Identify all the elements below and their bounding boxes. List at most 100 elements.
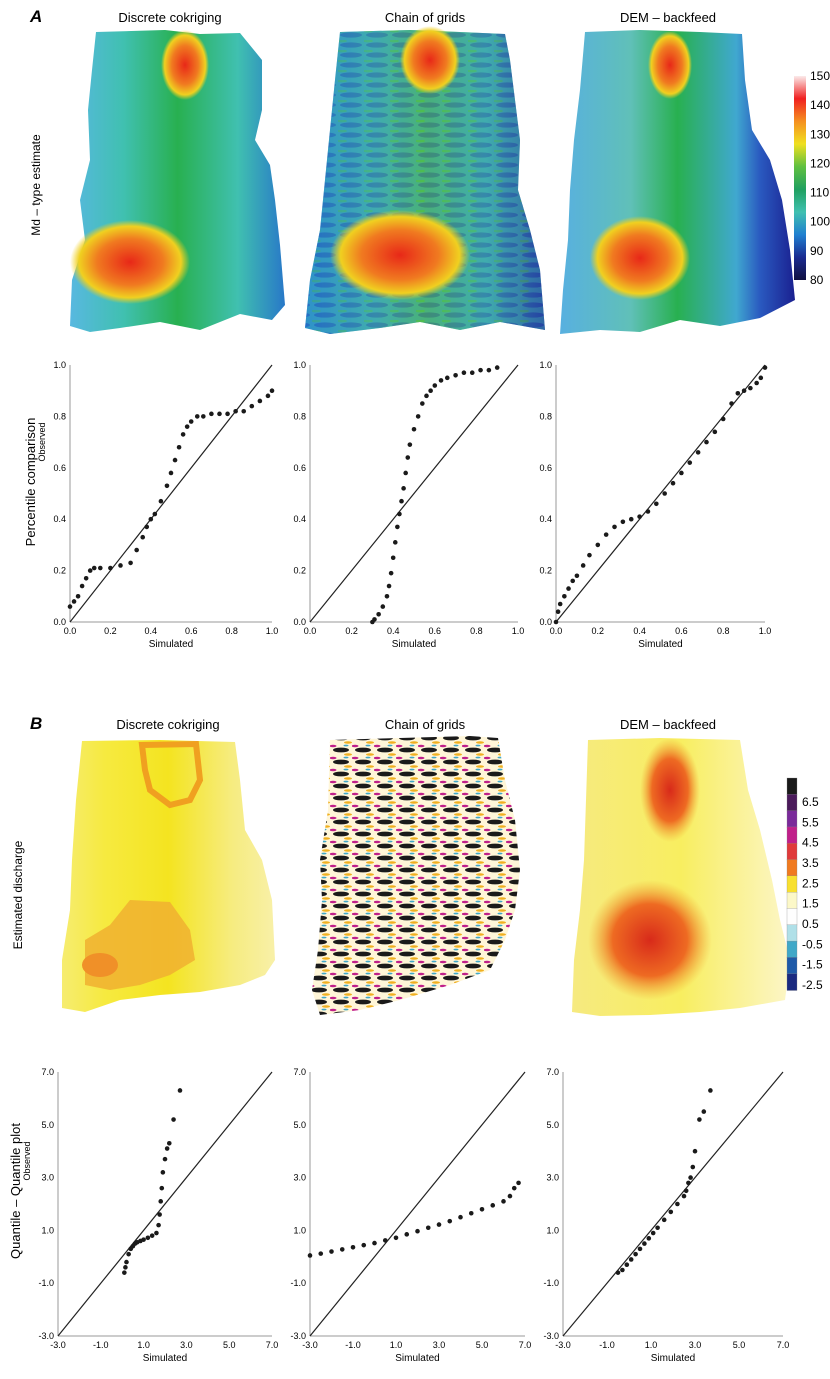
colorbar-b-block [786,859,798,877]
data-point [720,416,726,422]
data-point [188,419,194,424]
data-point [318,1251,324,1256]
data-point [166,1140,172,1146]
data-point [679,470,684,476]
x-tick-label: 1.0 [266,626,279,636]
data-point [479,1206,485,1212]
data-point [144,524,150,530]
x-axis-label: Simulated [651,1353,695,1364]
data-point [415,414,421,419]
y-tick-label: 0.8 [293,411,306,421]
data-point [686,1180,691,1186]
data-point [148,516,154,522]
data-point [149,1233,155,1238]
y-tick-label: 0.6 [53,463,66,473]
y-tick-label: 0.0 [293,617,306,627]
data-point [201,414,206,419]
data-point [486,367,492,373]
data-point [612,524,617,530]
data-point [458,1214,463,1220]
data-point [386,583,392,589]
y-tick-label: 0.2 [53,566,66,576]
y-tick-label: 5.0 [546,1120,559,1130]
colorbar-b-block [786,777,798,795]
data-point [257,398,263,404]
data-point [172,457,178,463]
qq-plot-5: -3.0-3.0 -1.0 -1.0 1.0 1.0 3.0 3.0 5.0 5.0 7.0 7.0… [290,1067,531,1364]
data-point [158,1199,164,1204]
data-point [690,1164,696,1170]
data-point [415,1228,420,1234]
x-tick-label: 3.0 [180,1340,193,1350]
data-point [444,375,450,381]
colorbar-a-tick: 80 [810,273,824,287]
y-tick-label: 1.0 [293,360,306,370]
data-point [661,1217,667,1223]
data-point [695,450,701,455]
data-point [675,1201,680,1207]
data-point [704,439,709,445]
y-tick-label: 0.8 [539,411,552,421]
colorbar-a-tick: 120 [810,156,830,170]
data-point [555,609,561,615]
y-tick-label: 1.0 [546,1225,559,1235]
data-point [708,1088,713,1093]
colorbar-b-block [786,843,798,861]
data-point [650,1230,656,1236]
data-point [628,516,634,522]
colorbar-b-tick: 1.5 [802,897,819,911]
y-tick-label: 0.8 [53,411,66,421]
x-tick-label: -1.0 [345,1340,361,1350]
data-point [372,1240,377,1246]
y-tick-label: 0.4 [539,514,552,524]
y-tick-label: 0.6 [293,463,306,473]
qq-plots: 0.00.00.20.20.40.40.60.60.80.81.01.0Simu… [38,360,789,1364]
data-point [124,1259,129,1265]
data-point [501,1199,506,1204]
y-tick-label: 7.0 [546,1067,559,1077]
data-point [411,426,417,432]
data-point [225,411,230,417]
colorbar-b-block [786,826,798,844]
data-point [397,511,402,517]
colorbar-a-tick: 130 [810,127,830,141]
colorbar-a-tick: 100 [810,215,830,229]
x-axis-label: Simulated [149,639,193,650]
y-tick-label: 3.0 [41,1173,54,1183]
data-point [392,540,398,545]
colorbar-b-tick: 5.5 [802,815,819,829]
x-tick-label: 7.0 [266,1340,279,1350]
reference-line [309,364,519,623]
colorbar-b-tick: 4.5 [802,836,819,850]
data-point [177,1088,183,1093]
colorbar-b-block [786,908,798,926]
data-point [307,1253,313,1258]
data-point [566,586,571,591]
data-point [637,514,642,519]
x-tick-label: 0.2 [592,626,605,636]
data-point [180,432,186,437]
reference-line [309,1071,526,1337]
data-point [557,601,563,607]
data-point [67,604,73,609]
data-point [233,408,238,414]
colorbar-b-tick: 0.5 [802,917,819,931]
data-point [646,1236,652,1241]
panel-a-row-label: Md – type estimate [29,134,43,236]
y-tick-label: 1.0 [53,360,66,370]
y-tick-label: 7.0 [41,1067,54,1077]
x-tick-label: 3.0 [433,1340,446,1350]
data-point [624,1262,630,1268]
colorbar-b-block [786,810,798,828]
data-point [152,511,158,517]
data-point [615,1270,621,1275]
data-point [729,401,734,406]
qq-a-row-label: Percentile comparison [23,418,38,547]
data-point [361,1242,367,1248]
x-tick-label: 0.0 [550,626,563,636]
colorbar-b-block [786,875,798,893]
data-point [425,1225,431,1231]
data-point [681,1193,687,1199]
y-tick-label: 0.2 [539,566,552,576]
